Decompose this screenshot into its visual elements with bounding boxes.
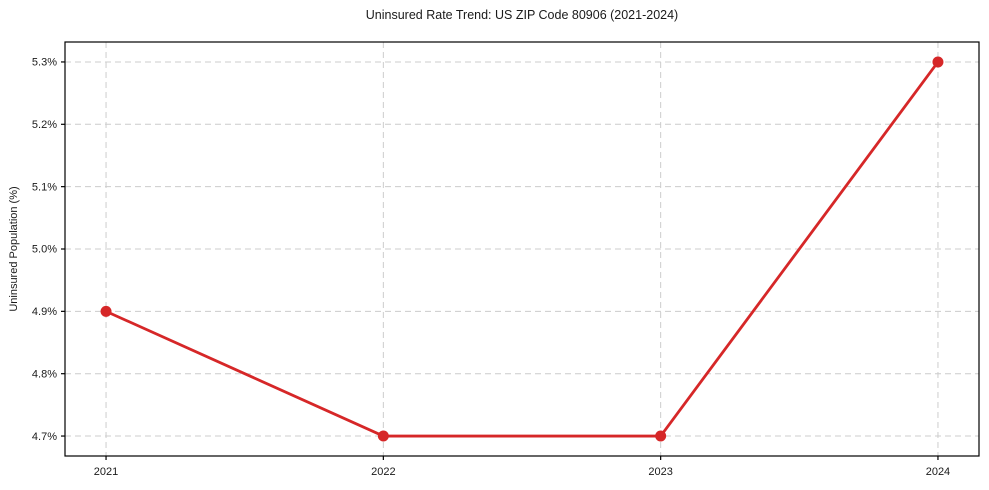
y-tick-label: 5.0% (32, 244, 57, 256)
y-tick-label: 4.7% (32, 431, 57, 443)
y-tick-label: 4.8% (32, 368, 57, 380)
y-tick-label: 5.3% (32, 57, 57, 69)
data-point-2024 (932, 56, 944, 68)
y-tick-label: 5.2% (32, 119, 57, 131)
trend-line (104, 60, 940, 438)
chart-title: Uninsured Rate Trend: US ZIP Code 80906 … (365, 8, 679, 22)
x-tick-label: 2023 (648, 466, 672, 478)
x-tick-label: 2022 (371, 466, 395, 478)
y-tick-label: 5.1% (32, 181, 57, 193)
x-tick-label: 2021 (94, 466, 118, 478)
plot-area (65, 42, 979, 456)
data-point-2021 (100, 305, 112, 317)
y-tick-label: 4.9% (32, 306, 57, 318)
data-point-2023 (655, 430, 667, 442)
x-tick-label: 2024 (926, 466, 950, 478)
data-point-2022 (377, 430, 389, 442)
